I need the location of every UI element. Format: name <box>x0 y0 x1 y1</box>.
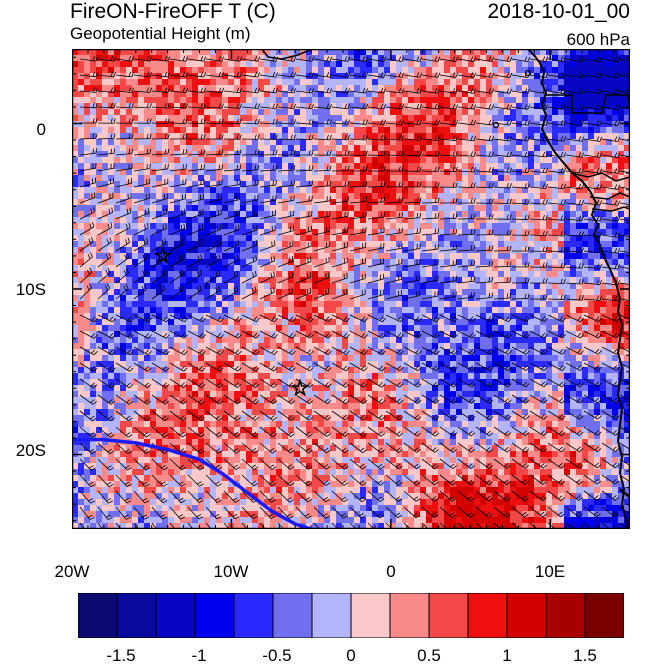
plot-title: FireON-FireOFF T (C) <box>70 0 276 23</box>
colorbar-swatch <box>389 593 430 638</box>
colorbar <box>78 593 624 638</box>
lon-label-20w: 20W <box>54 562 90 581</box>
plot-datetime: 2018-10-01_00 <box>487 0 630 23</box>
wind-barbs <box>79 55 630 529</box>
colorbar-label: 0 <box>346 646 356 665</box>
temperature-difference-field <box>72 49 630 529</box>
lat-label-10s: 10S <box>15 280 46 299</box>
colorbar-swatch <box>350 593 391 638</box>
island <box>524 69 532 77</box>
colorbar-label: -1 <box>191 646 207 665</box>
lon-label-10e: 10E <box>534 562 566 581</box>
border-line-3 <box>589 192 630 200</box>
border-line-2 <box>571 172 630 182</box>
lat-label-20s: 20S <box>15 441 46 460</box>
lat-label-0: 0 <box>36 120 46 139</box>
star-marker-1 <box>153 245 173 265</box>
star-marker-2 <box>290 378 310 397</box>
colorbar-label: -1.5 <box>106 646 136 665</box>
colorbar-label: 1.5 <box>573 646 597 665</box>
lon-label-0: 0 <box>386 562 396 581</box>
colorbar-swatch <box>584 593 624 638</box>
north-coast <box>261 49 313 60</box>
african-coastline <box>527 49 629 529</box>
colorbar-swatch <box>233 593 274 638</box>
colorbar-label: -0.5 <box>262 646 292 665</box>
colorbar-swatch <box>116 593 157 638</box>
colorbar-label: 1 <box>502 646 512 665</box>
map-panel <box>72 49 630 529</box>
colorbar-swatch <box>194 593 235 638</box>
colorbar-label: 0.5 <box>417 646 441 665</box>
plot-subtitle: Geopotential Height (m) <box>70 24 251 43</box>
map-frame <box>72 49 630 529</box>
lon-label-10w: 10W <box>213 562 249 581</box>
colorbar-swatch <box>311 593 352 638</box>
colorbar-swatch <box>428 593 469 638</box>
colorbar-swatch <box>155 593 196 638</box>
colorbar-swatch <box>78 593 118 638</box>
colorbar-swatch <box>506 593 547 638</box>
map-canvas <box>72 49 630 529</box>
colorbar-swatch <box>272 593 313 638</box>
border-line-4 <box>591 206 630 212</box>
colorbar-swatch <box>467 593 508 638</box>
island <box>492 121 500 129</box>
geopotential-contour <box>72 437 312 529</box>
border-line-1 <box>546 94 630 114</box>
plot-level: 600 hPa <box>566 30 630 49</box>
colorbar-swatch <box>545 593 586 638</box>
markers <box>153 245 310 397</box>
